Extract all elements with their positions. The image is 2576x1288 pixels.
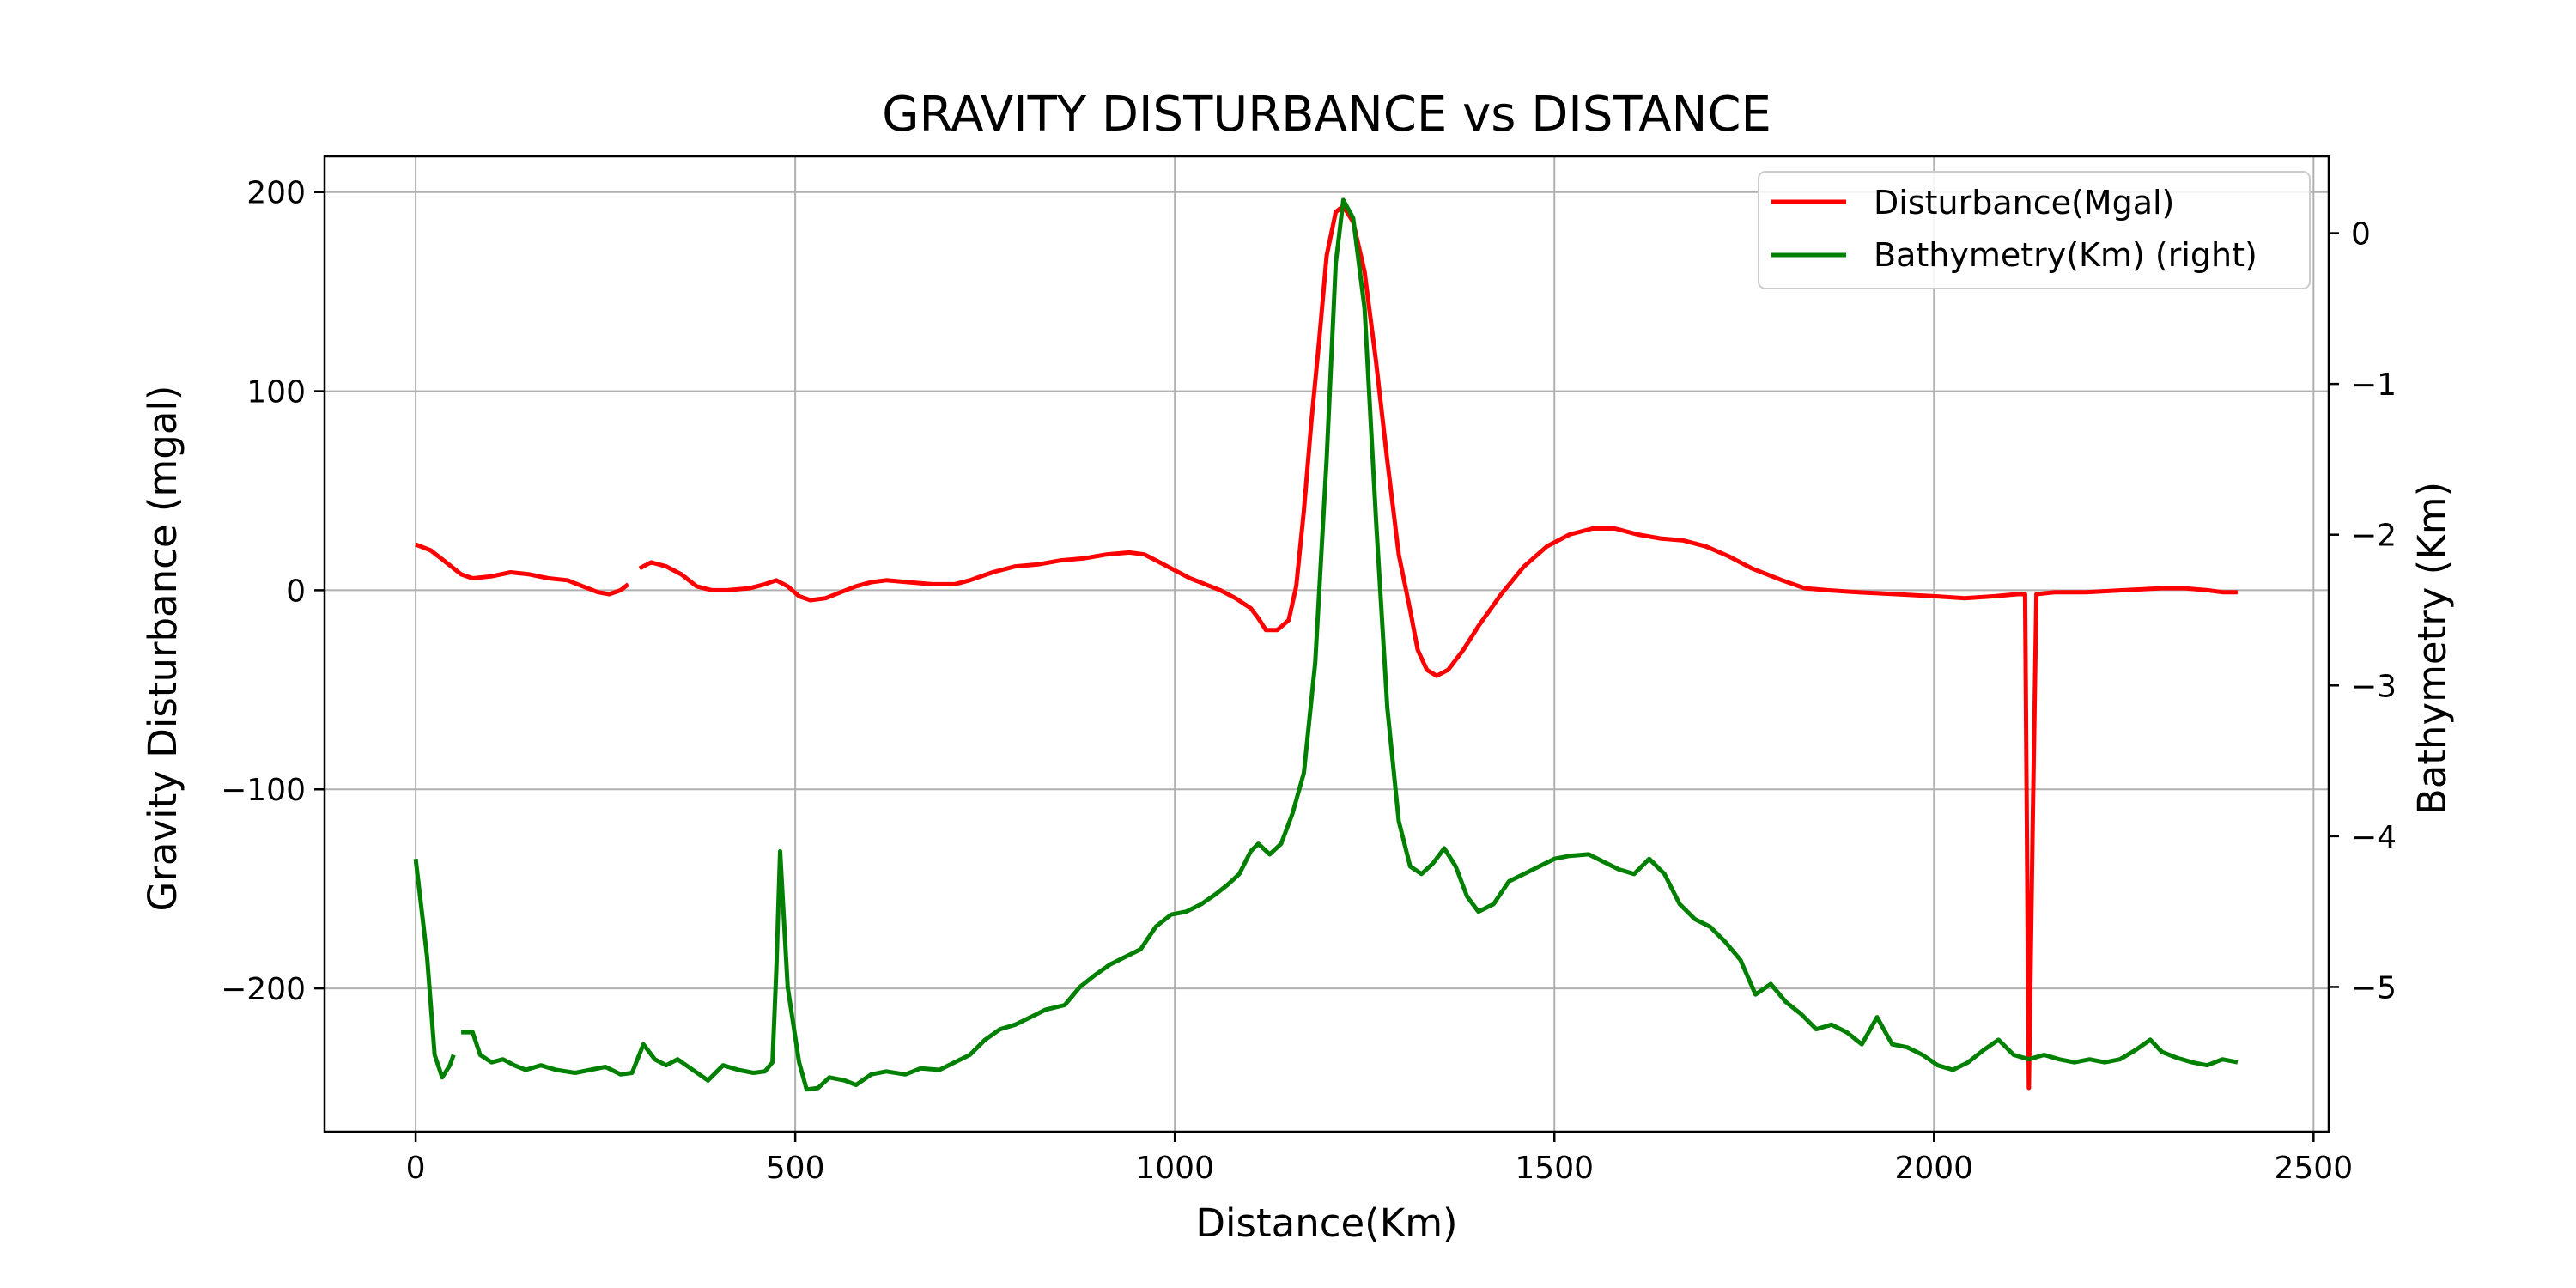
y-axis-left: −200 −100 0 100 200 (221, 176, 325, 1007)
y-tick-label: −200 (221, 972, 306, 1007)
x-tick-label: 2500 (2275, 1151, 2354, 1186)
y-tick-label: −100 (221, 773, 306, 808)
x-tick-label: 0 (406, 1151, 426, 1186)
y2-tick-label: −2 (2351, 519, 2397, 554)
y-tick-label: 100 (246, 375, 306, 410)
x-tick-label: 1000 (1135, 1151, 1214, 1186)
legend-box (1758, 171, 2311, 289)
series-line-disturbance (415, 204, 2238, 1091)
y2-axis-label: Bathymetry (Km) (2409, 482, 2455, 815)
x-tick-label: 500 (766, 1151, 825, 1186)
legend-label-bathymetry: Bathymetry(Km) (right) (1874, 236, 2257, 274)
y2-tick-label: −4 (2351, 820, 2397, 855)
series-line-bathymetry (413, 197, 2239, 1092)
y-axis-right: −5 −4 −3 −2 −1 0 (2329, 217, 2397, 1005)
y-tick-label: 200 (246, 176, 306, 211)
y2-tick-label: −3 (2351, 669, 2397, 704)
x-axis-label: Distance(Km) (1195, 1200, 1457, 1246)
x-axis: 0 500 1000 1500 2000 2500 (406, 1132, 2353, 1186)
legend: Disturbance(Mgal) Bathymetry(Km) (right) (1758, 171, 2311, 289)
x-tick-label: 2000 (1894, 1151, 1973, 1186)
y-axis-label: Gravity Disturbance (mgal) (140, 386, 185, 912)
x-tick-label: 1500 (1515, 1151, 1594, 1186)
plot-frame (323, 155, 2330, 1133)
chart-title: GRAVITY DISTURBANCE vs DISTANCE (882, 87, 1771, 143)
y2-tick-label: −5 (2351, 970, 2397, 1005)
y2-tick-label: 0 (2351, 217, 2371, 252)
legend-label-disturbance: Disturbance(Mgal) (1874, 184, 2174, 222)
y2-tick-label: −1 (2351, 368, 2397, 403)
y-tick-label: 0 (286, 574, 306, 609)
plot-area (413, 197, 2239, 1092)
